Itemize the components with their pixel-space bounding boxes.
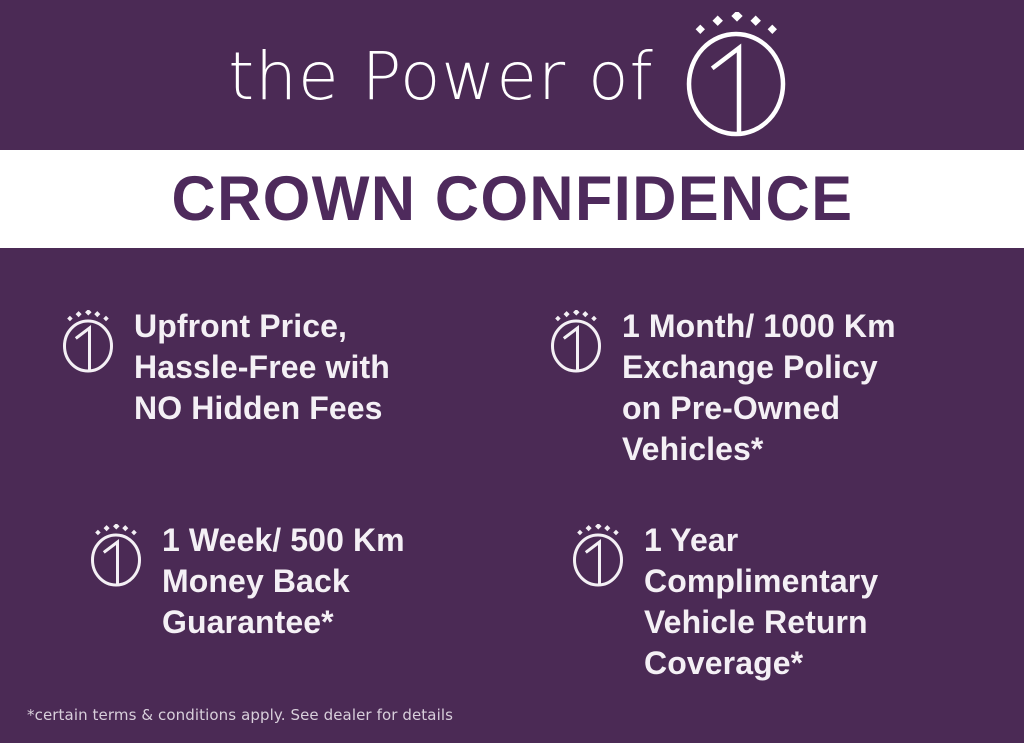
feature-label: Upfront Price, Hassle-Free with NO Hidde… (134, 308, 390, 426)
header-banner: the Power of (0, 0, 1024, 150)
crown-one-icon (58, 306, 118, 374)
crown-one-icon (568, 520, 628, 588)
feature-label: 1 Week/ 500 Km Money Back Guarantee* (162, 522, 405, 640)
crown-one-icon (546, 306, 606, 374)
feature-item: Upfront Price, Hassle-Free with NO Hidde… (58, 306, 518, 429)
feature-item: 1 Month/ 1000 Km Exchange Policy on Pre-… (546, 306, 996, 470)
crown-confidence-banner: CROWN CONFIDENCE (0, 150, 1024, 248)
feature-label: 1 Month/ 1000 Km Exchange Policy on Pre-… (622, 308, 896, 467)
disclaimer-text: *certain terms & conditions apply. See d… (27, 706, 454, 724)
banner-title: CROWN CONFIDENCE (171, 163, 853, 234)
feature-item: 1 Year Complimentary Vehicle Return Cove… (568, 520, 1008, 684)
crown-one-icon (86, 520, 146, 588)
feature-list: Upfront Price, Hassle-Free with NO Hidde… (0, 248, 1024, 688)
feature-item: 1 Week/ 500 Km Money Back Guarantee* (86, 520, 546, 643)
page-title: the Power of (228, 38, 654, 115)
feature-label: 1 Year Complimentary Vehicle Return Cove… (644, 522, 879, 681)
crown-one-icon (676, 12, 796, 138)
